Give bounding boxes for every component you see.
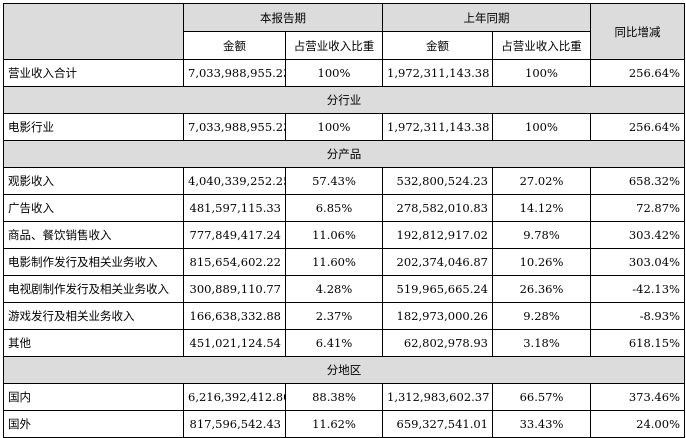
total-label: 营业收入合计	[3, 59, 184, 87]
row-prior-share: 66.57%	[492, 383, 591, 411]
total-cur-amount: 7,033,988,955.23	[183, 59, 286, 87]
row-label: 国内	[3, 383, 184, 411]
header-current-period: 本报告期	[183, 3, 383, 32]
section-title: 分地区	[3, 356, 685, 384]
row-cur-amount: 7,033,988,955.23	[183, 113, 286, 141]
row-cur-share: 2.37%	[285, 302, 383, 330]
row-cur-amount: 6,216,392,412.80	[183, 383, 286, 411]
row-label: 国外	[3, 410, 184, 438]
row-label: 游戏发行及相关业务收入	[3, 302, 184, 330]
row-yoy: 24.00%	[590, 410, 685, 438]
total-prior-share: 100%	[492, 59, 591, 87]
row-yoy: 618.15%	[590, 329, 685, 357]
header-prior-period: 上年同期	[382, 3, 591, 32]
table-row: 电影制作发行及相关业务收入 815,654,602.22 11.60% 202,374…	[3, 248, 685, 276]
row-prior-share: 26.36%	[492, 275, 591, 303]
row-prior-amount: 192,812,917.02	[382, 221, 493, 249]
table-row: 观影收入 4,040,339,252.25 57.43% 532,800,524.23…	[3, 167, 685, 195]
row-prior-amount: 202,374,046.87	[382, 248, 493, 276]
row-yoy: 303.04%	[590, 248, 685, 276]
header-prior-amount: 金额	[382, 31, 493, 60]
row-cur-share: 6.85%	[285, 194, 383, 222]
table-row: 游戏发行及相关业务收入 166,638,332.88 2.37% 182,973,00…	[3, 302, 685, 330]
row-yoy: -8.93%	[590, 302, 685, 330]
header-blank-cell	[3, 3, 184, 60]
table-row: 国外 817,596,542.43 11.62% 659,327,541.01 33.4…	[3, 410, 685, 438]
row-cur-amount: 166,638,332.88	[183, 302, 286, 330]
row-cur-share: 57.43%	[285, 167, 383, 195]
total-prior-amount: 1,972,311,143.38	[382, 59, 493, 87]
total-row: 营业收入合计 7,033,988,955.23 100% 1,972,311,1…	[3, 59, 685, 87]
row-prior-share: 100%	[492, 113, 591, 141]
row-yoy: -42.13%	[590, 275, 685, 303]
row-prior-share: 33.43%	[492, 410, 591, 438]
row-yoy: 72.87%	[590, 194, 685, 222]
row-cur-share: 11.06%	[285, 221, 383, 249]
row-cur-share: 11.62%	[285, 410, 383, 438]
row-cur-amount: 815,654,602.22	[183, 248, 286, 276]
row-cur-share: 4.28%	[285, 275, 383, 303]
row-cur-amount: 481,597,115.33	[183, 194, 286, 222]
row-cur-amount: 777,849,417.24	[183, 221, 286, 249]
revenue-breakdown-table: 本报告期 上年同期 同比增减 金额 占营业收入比重 金额 占营业收入比重 营业收…	[3, 3, 685, 438]
row-prior-share: 14.12%	[492, 194, 591, 222]
total-yoy: 256.64%	[590, 59, 685, 87]
row-prior-amount: 532,800,524.23	[382, 167, 493, 195]
row-cur-amount: 4,040,339,252.25	[183, 167, 286, 195]
section-header-row: 分地区	[3, 356, 685, 384]
row-cur-share: 11.60%	[285, 248, 383, 276]
row-prior-amount: 62,802,978.93	[382, 329, 493, 357]
row-label: 商品、餐饮销售收入	[3, 221, 184, 249]
row-prior-share: 9.28%	[492, 302, 591, 330]
row-yoy: 658.32%	[590, 167, 685, 195]
row-label: 电影制作发行及相关业务收入	[3, 248, 184, 276]
header-row-2: 金额 占营业收入比重 金额 占营业收入比重	[4, 31, 685, 60]
row-yoy: 303.42%	[590, 221, 685, 249]
header-yoy-change: 同比增减	[590, 3, 685, 60]
row-yoy: 256.64%	[590, 113, 685, 141]
table-row: 广告收入 481,597,115.33 6.85% 278,582,010.83 14.…	[3, 194, 685, 222]
row-prior-amount: 1,312,983,602.37	[382, 383, 493, 411]
row-label: 电视剧制作发行及相关业务收入	[3, 275, 184, 303]
section-title: 分行业	[3, 86, 685, 114]
row-cur-share: 88.38%	[285, 383, 383, 411]
row-yoy: 373.46%	[590, 383, 685, 411]
row-prior-share: 10.26%	[492, 248, 591, 276]
row-prior-share: 27.02%	[492, 167, 591, 195]
header-cur-share: 占营业收入比重	[285, 31, 383, 60]
table-row: 商品、餐饮销售收入 777,849,417.24 11.06% 192,812,917…	[3, 221, 685, 249]
table-row: 电影行业 7,033,988,955.23 100% 1,972,311,143.38…	[3, 113, 685, 141]
table-row: 其他 451,021,124.54 6.41% 62,802,978.93 3.18% 6…	[3, 329, 685, 357]
row-cur-share: 6.41%	[285, 329, 383, 357]
total-cur-share: 100%	[285, 59, 383, 87]
table-row: 国内 6,216,392,412.80 88.38% 1,312,983,602.37…	[3, 383, 685, 411]
row-label: 广告收入	[3, 194, 184, 222]
row-cur-share: 100%	[285, 113, 383, 141]
row-prior-amount: 278,582,010.83	[382, 194, 493, 222]
header-row-1: 本报告期 上年同期 同比增减	[3, 3, 685, 60]
row-prior-amount: 182,973,000.26	[382, 302, 493, 330]
row-cur-amount: 300,889,110.77	[183, 275, 286, 303]
section-header-row: 分产品	[3, 140, 685, 168]
section-title: 分产品	[3, 140, 685, 168]
row-label: 其他	[3, 329, 184, 357]
row-prior-share: 9.78%	[492, 221, 591, 249]
row-label: 电影行业	[3, 113, 184, 141]
row-label: 观影收入	[3, 167, 184, 195]
table-row: 电视剧制作发行及相关业务收入 300,889,110.77 4.28% 519,965…	[3, 275, 685, 303]
row-cur-amount: 451,021,124.54	[183, 329, 286, 357]
row-prior-amount: 659,327,541.01	[382, 410, 493, 438]
section-header-row: 分行业	[3, 86, 685, 114]
header-prior-share: 占营业收入比重	[492, 31, 591, 60]
row-prior-amount: 519,965,665.24	[382, 275, 493, 303]
row-prior-share: 3.18%	[492, 329, 591, 357]
header-cur-amount: 金额	[183, 31, 286, 60]
row-prior-amount: 1,972,311,143.38	[382, 113, 493, 141]
row-cur-amount: 817,596,542.43	[183, 410, 286, 438]
